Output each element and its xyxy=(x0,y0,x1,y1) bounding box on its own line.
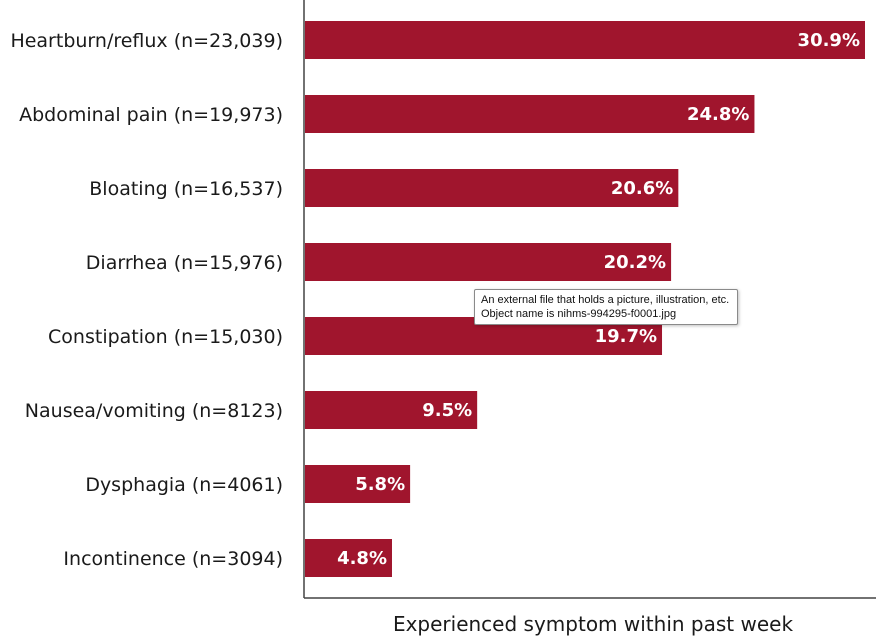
image-tooltip: An external file that holds a picture, i… xyxy=(474,289,738,325)
category-label-2: Abdominal pain (n=19,973) xyxy=(19,104,283,126)
bar-value-label-4: 20.2% xyxy=(604,252,666,273)
category-label-3: Bloating (n=16,537) xyxy=(89,178,283,200)
category-label-6: Nausea/vomiting (n=8123) xyxy=(25,400,283,422)
bar-value-label-1: 30.9% xyxy=(798,30,860,51)
category-label-5: Constipation (n=15,030) xyxy=(48,326,283,348)
tooltip-line-description: An external file that holds a picture, i… xyxy=(481,294,730,306)
bar-1 xyxy=(305,21,865,59)
bar-3 xyxy=(305,169,679,207)
bar-value-label-3: 20.6% xyxy=(611,178,673,199)
category-label-1: Heartburn/reflux (n=23,039) xyxy=(10,30,283,52)
x-axis-title: Experienced symptom within past week xyxy=(393,612,793,636)
bar-6 xyxy=(305,391,478,429)
bar-value-label-8: 4.8% xyxy=(337,548,387,569)
bar-8 xyxy=(305,539,392,577)
bar-value-label-5: 19.7% xyxy=(595,326,657,347)
bar-value-label-6: 9.5% xyxy=(422,400,472,421)
bar-value-label-7: 5.8% xyxy=(355,474,405,495)
category-label-8: Incontinence (n=3094) xyxy=(63,548,283,570)
bar-2 xyxy=(305,95,755,133)
category-label-7: Dysphagia (n=4061) xyxy=(85,474,283,496)
bar-4 xyxy=(305,243,672,281)
bar-value-label-2: 24.8% xyxy=(687,104,749,125)
tooltip-line-object-name: Object name is nihms-994295-f0001.jpg xyxy=(481,308,677,320)
bars-group: 30.9% Heartburn/reflux (n=23,039) 24.8% Abd… xyxy=(10,21,865,577)
bar-7 xyxy=(305,465,411,503)
category-label-4: Diarrhea (n=15,976) xyxy=(86,252,283,274)
